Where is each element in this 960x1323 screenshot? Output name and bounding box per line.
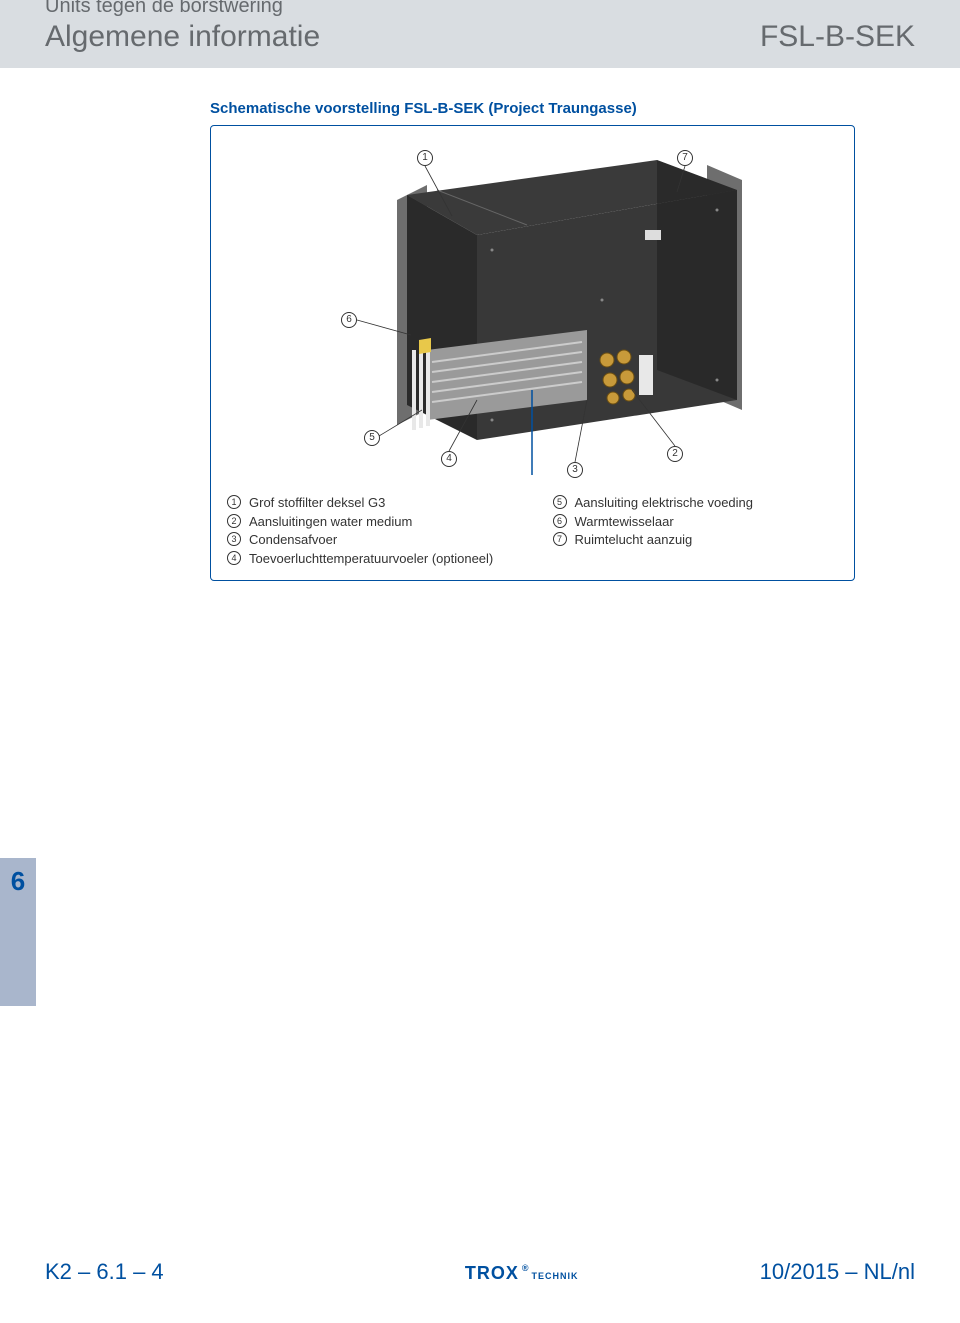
legend-col-right: 5 Aansluiting elektrische voeding 6 Warm… [553, 494, 839, 568]
legend-num: 7 [553, 532, 567, 546]
diagram-area: 1 7 6 5 4 3 2 [227, 140, 837, 490]
header-inner: Units tegen de borstwering Algemene info… [0, 0, 960, 68]
legend-text: Aansluitingen water medium [249, 513, 412, 531]
callout-6: 6 [341, 312, 357, 328]
callout-1: 1 [417, 150, 433, 166]
callout-3: 3 [567, 462, 583, 478]
legend-item: 5 Aansluiting elektrische voeding [553, 494, 839, 512]
legend-col-left: 1 Grof stoffilter deksel G3 2 Aansluitin… [227, 494, 513, 568]
legend-text: Grof stoffilter deksel G3 [249, 494, 385, 512]
legend-text: Aansluiting elektrische voeding [575, 494, 754, 512]
content: Schematische voorstelling FSL-B-SEK (Pro… [210, 100, 855, 581]
header-title: Algemene informatie [45, 20, 320, 54]
footer-logo: TROX ® TECHNIK [465, 1263, 579, 1284]
legend-num: 5 [553, 495, 567, 509]
legend-text: Condensafvoer [249, 531, 337, 549]
legend-num: 1 [227, 495, 241, 509]
legend-num: 2 [227, 514, 241, 528]
callout-2: 2 [667, 446, 683, 462]
legend-text: Toevoerluchttemperatuurvoeler (optioneel… [249, 550, 493, 568]
callout-7: 7 [677, 150, 693, 166]
legend-item: 1 Grof stoffilter deksel G3 [227, 494, 513, 512]
legend-num: 4 [227, 551, 241, 565]
header-subtitle: Units tegen de borstwering [45, 0, 320, 18]
legend-item: 3 Condensafvoer [227, 531, 513, 549]
legend-text: Ruimtelucht aanzuig [575, 531, 693, 549]
footer-page-ref: K2 – 6.1 – 4 [45, 1259, 164, 1285]
header-left: Units tegen de borstwering Algemene info… [45, 0, 320, 54]
header-code: FSL-B-SEK [760, 20, 915, 54]
side-tab-number: 6 [0, 866, 36, 897]
legend-item: 4 Toevoerluchttemperatuurvoeler (optione… [227, 550, 513, 568]
device-illustration [227, 140, 837, 490]
logo-sub: TECHNIK [531, 1271, 578, 1281]
logo-reg-mark: ® [522, 1263, 529, 1273]
legend-item: 7 Ruimtelucht aanzuig [553, 531, 839, 549]
header-band: Units tegen de borstwering Algemene info… [0, 0, 960, 68]
schematic-title: Schematische voorstelling FSL-B-SEK (Pro… [210, 100, 855, 117]
legend-num: 3 [227, 532, 241, 546]
legend-num: 6 [553, 514, 567, 528]
footer: K2 – 6.1 – 4 TROX ® TECHNIK 10/2015 – NL… [45, 1259, 915, 1285]
callout-4: 4 [441, 451, 457, 467]
callout-5: 5 [364, 430, 380, 446]
legend: 1 Grof stoffilter deksel G3 2 Aansluitin… [227, 494, 838, 568]
legend-text: Warmtewisselaar [575, 513, 674, 531]
footer-date-lang: 10/2015 – NL/nl [760, 1259, 915, 1285]
schematic-box: 1 7 6 5 4 3 2 1 Grof stoffilter deksel G… [210, 125, 855, 581]
legend-item: 6 Warmtewisselaar [553, 513, 839, 531]
legend-item: 2 Aansluitingen water medium [227, 513, 513, 531]
logo-main: TROX [465, 1263, 519, 1284]
